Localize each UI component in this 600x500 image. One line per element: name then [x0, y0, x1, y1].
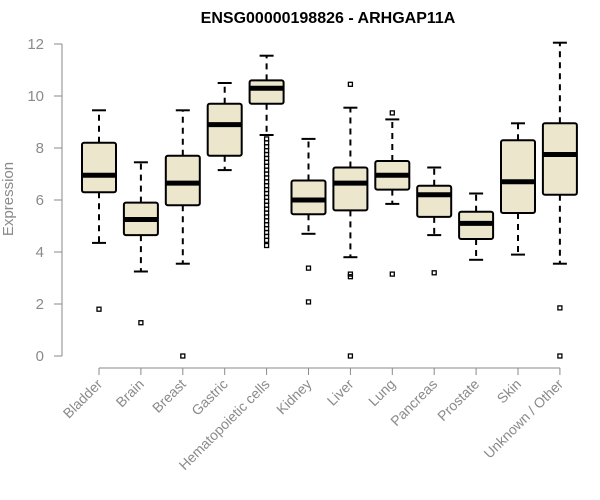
x-tick-label: Liver — [324, 376, 357, 409]
x-tick-label: Unknown / Other — [480, 376, 566, 462]
box-series — [81, 41, 578, 359]
x-tick-label: Kidney — [273, 376, 315, 418]
x-tick-label: Skin — [494, 376, 525, 407]
x-tick-label: Pancreas — [387, 376, 440, 429]
box — [206, 102, 243, 157]
outlier-point — [138, 320, 144, 326]
box-group — [248, 54, 285, 249]
outlier-point — [389, 110, 395, 116]
box-group — [206, 82, 243, 172]
outlier-point — [180, 353, 186, 359]
box — [248, 79, 285, 105]
outlier-point — [305, 299, 312, 305]
y-axis: 0 2 4 6 8 10 12 — [27, 36, 63, 365]
box-group — [332, 81, 369, 359]
box — [332, 166, 369, 212]
box-group — [164, 109, 201, 359]
outlier-point — [347, 274, 354, 280]
y-tick-label: 10 — [27, 88, 44, 105]
outlier-point — [557, 353, 563, 359]
x-tick-label: Bladder — [60, 376, 106, 422]
box-group — [81, 109, 117, 312]
box — [81, 141, 117, 194]
box-group — [458, 192, 495, 261]
box-group — [122, 161, 159, 326]
y-tick-label: 4 — [36, 244, 44, 261]
outlier-point — [96, 306, 102, 312]
outlier-point — [347, 353, 354, 359]
box-group — [541, 41, 578, 359]
outlier-point — [431, 270, 437, 276]
y-tick-label: 0 — [36, 348, 44, 365]
outlier-point — [347, 81, 354, 87]
y-tick-label: 12 — [27, 36, 44, 53]
box-group — [374, 110, 411, 277]
box — [500, 139, 536, 214]
x-tick-label: Brain — [113, 376, 147, 410]
outlier-point — [557, 305, 563, 311]
x-tick-label: Breast — [149, 376, 189, 416]
box-group — [416, 166, 453, 276]
outlier-point — [263, 237, 270, 243]
box — [164, 154, 201, 207]
outlier-point — [305, 265, 312, 271]
y-tick-label: 2 — [36, 296, 44, 313]
chart-title: ENSG00000198826 - ARHGAP11A — [201, 10, 456, 27]
box-group — [500, 122, 536, 256]
outlier-point — [263, 242, 270, 249]
box — [290, 179, 327, 216]
box — [541, 122, 578, 196]
outlier-point — [389, 271, 395, 277]
y-tick-label: 6 — [36, 192, 44, 209]
y-tick-label: 8 — [36, 140, 44, 157]
y-axis-label: Expression — [0, 162, 17, 236]
x-tick-label: Prostate — [434, 376, 482, 424]
box-group — [290, 137, 327, 305]
x-tick-label: Lung — [365, 376, 398, 409]
box — [416, 184, 453, 218]
